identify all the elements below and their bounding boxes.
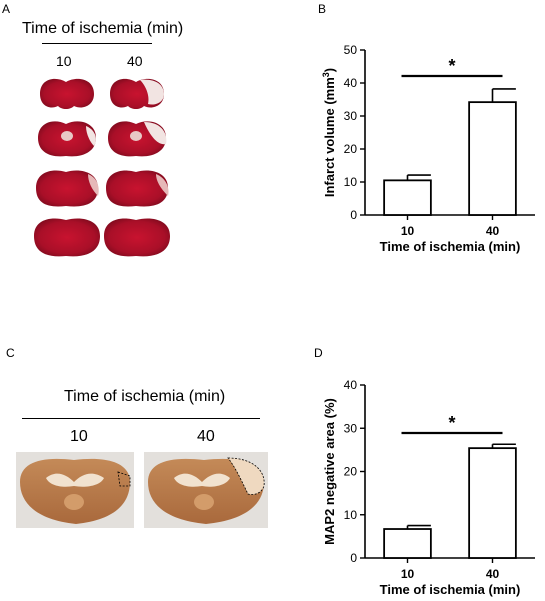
panel-a-label: A (2, 2, 11, 16)
significance-star: * (448, 413, 455, 433)
ttc-section-40-4 (104, 218, 170, 257)
y-axis-label: Infarct volume (mm3) (321, 68, 337, 197)
bar (383, 528, 432, 559)
y-axis-label: MAP2 negative area (%) (322, 398, 337, 545)
significance-star: * (448, 56, 455, 76)
x-tick-label: 10 (401, 224, 415, 238)
y-tick-label: 40 (344, 380, 358, 392)
ttc-section-40-2 (108, 121, 167, 157)
panel-a-divider (42, 43, 152, 44)
panel-c-title: Time of ischemia (min) (64, 388, 226, 405)
panel-a-title: Time of ischemia (min) (22, 20, 184, 37)
x-tick-label: 40 (486, 224, 500, 238)
bar (383, 179, 432, 216)
ttc-brain-sections (34, 78, 170, 257)
ttc-section-40-1 (110, 78, 164, 109)
panel-b-label: B (318, 2, 327, 16)
map2-brain-sections (16, 452, 268, 528)
x-tick-label: 10 (401, 567, 415, 581)
panel-a-col-10: 10 (56, 53, 72, 69)
chart-b: 0 10 20 30 40 50 10 40 * Time of ischemia (min) In… (321, 43, 535, 254)
y-tick-label: 0 (350, 208, 357, 222)
y-tick-label: 20 (344, 142, 358, 156)
panel-c-label: C (6, 346, 15, 360)
panel-d-label: D (314, 346, 323, 360)
x-axis-label: Time of ischemia (min) (380, 582, 521, 597)
ttc-section-10-4 (34, 218, 100, 257)
y-tick-label: 30 (344, 421, 358, 435)
panel-a-col-40: 40 (127, 53, 143, 69)
panel-c-divider (22, 418, 260, 419)
y-tick-label: 0 (350, 551, 357, 565)
y-tick-label: 10 (344, 175, 358, 189)
ttc-section-10-1 (40, 78, 94, 109)
ttc-section-10-2 (38, 121, 96, 157)
y-tick-label: 20 (344, 465, 358, 479)
map2-section-40 (148, 457, 265, 524)
ttc-section-10-3 (36, 170, 99, 207)
y-tick-label: 40 (344, 76, 358, 90)
bar (468, 447, 517, 559)
y-tick-label: 30 (344, 109, 358, 123)
x-axis-label: Time of ischemia (min) (380, 239, 521, 254)
panel-c-col-10: 10 (70, 428, 88, 445)
chart-d: 0 10 20 30 40 10 40 * Time of ischemia (min) MAP2… (322, 380, 535, 597)
bar (468, 101, 517, 216)
y-tick-label: 10 (344, 508, 358, 522)
panel-c-col-40: 40 (197, 428, 215, 445)
y-tick-label: 50 (344, 43, 358, 57)
map2-section-10 (20, 458, 131, 524)
ttc-section-40-3 (106, 170, 169, 207)
x-tick-label: 40 (486, 567, 500, 581)
